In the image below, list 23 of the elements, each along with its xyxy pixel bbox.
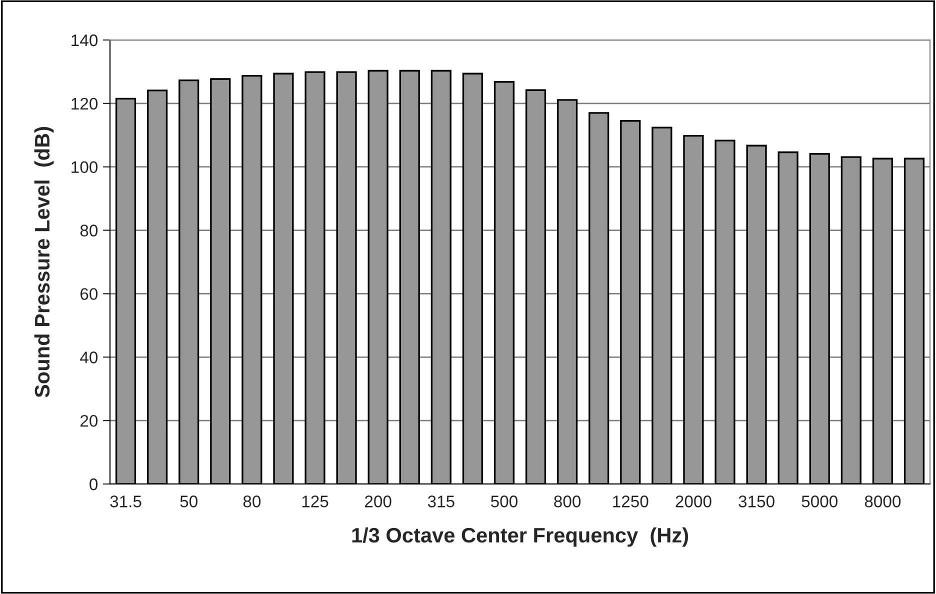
y-tick-label: 140: [72, 34, 98, 46]
y-tick-label: 60: [80, 288, 98, 300]
y-tick-label: 40: [80, 352, 98, 364]
x-tick-label: 500: [490, 496, 518, 508]
x-tick-label: 200: [365, 496, 392, 508]
y-axis-title: Sound Pressure Level (dB): [34, 127, 54, 398]
y-tick-label: 80: [80, 224, 98, 236]
x-tick-label: 125: [302, 496, 328, 508]
x-tick-label: 315: [428, 496, 454, 508]
x-tick-label: 8000: [864, 496, 901, 508]
x-axis-title: 1/3 Octave Center Frequency (Hz): [352, 527, 688, 547]
x-tick-label: 1250: [613, 496, 648, 508]
x-tick-label: 800: [554, 496, 581, 508]
y-tick-label: 20: [80, 414, 98, 427]
y-tick-label: 120: [72, 98, 98, 110]
y-tick-label: 100: [72, 161, 98, 174]
x-tick-label: 50: [180, 496, 198, 508]
x-tick-label: 2000: [676, 496, 712, 508]
x-tick-label: 5000: [802, 496, 838, 508]
y-tick-label: 0: [90, 478, 98, 490]
x-tick-label: 3150: [738, 496, 774, 508]
x-tick-label: 80: [243, 496, 261, 508]
x-tick-label: 31.5: [110, 496, 142, 508]
